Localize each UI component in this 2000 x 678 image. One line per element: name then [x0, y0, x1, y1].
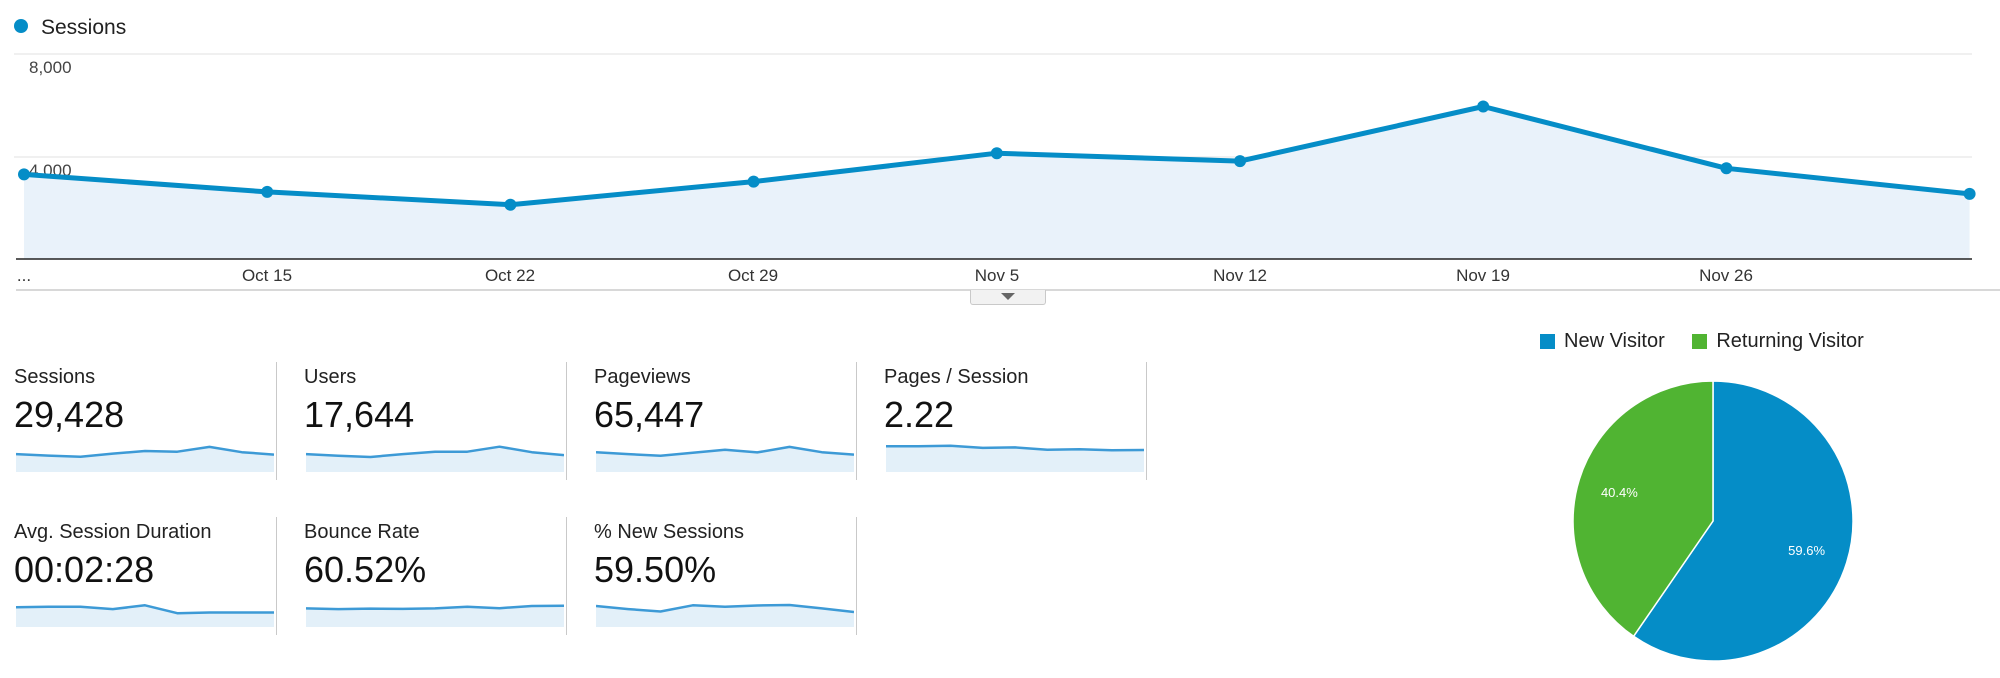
metric-avg-session-duration[interactable]: Avg. Session Duration 00:02:28 [0, 517, 277, 635]
sparkline-area [306, 446, 564, 472]
metric-pageviews[interactable]: Pageviews 65,447 [580, 362, 857, 480]
sessions-legend-dot [14, 19, 28, 33]
metric-label: Users [304, 366, 357, 388]
sparkline-trend [596, 445, 854, 458]
x-tick-label: Nov 26 [1699, 266, 1753, 285]
x-tick-label: ... [17, 266, 31, 285]
pageviews-sparkline [596, 445, 854, 472]
returning-visitor-swatch [1692, 334, 1708, 349]
sparkline-area [16, 446, 274, 472]
sparkline-trend [886, 444, 1144, 452]
sparkline-area [886, 445, 1144, 472]
new-visitor-slice[interactable] [1632, 380, 1854, 662]
metric-value: 00:02:28 [14, 549, 155, 590]
sessions-sparkline [16, 445, 274, 472]
sessions-points [18, 100, 1976, 211]
x-tick-label: Nov 5 [975, 266, 1019, 285]
expand-chart-toggle[interactable] [970, 290, 1046, 305]
legend-item-returning-visitor[interactable]: Returning Visitor [1692, 330, 1864, 353]
sessions-data-point[interactable] [1963, 187, 1976, 200]
metric-value: 2.22 [884, 394, 955, 435]
new-sessions-sparkline [596, 603, 854, 627]
x-tick-label: Nov 19 [1456, 266, 1510, 285]
x-tick-label: Oct 22 [485, 266, 535, 285]
sessions-area [24, 106, 1970, 259]
sparkline-area [16, 605, 274, 627]
visitor-type-pie-chart: 59.6% 40.4% [1572, 380, 1854, 662]
sessions-line-chart: Sessions 8,000 4,000 ... Oct 15 Oct 22 O… [14, 16, 2000, 291]
sessions-data-point[interactable] [261, 185, 274, 198]
bounce-rate-sparkline [306, 604, 564, 627]
metric-label: Bounce Rate [304, 521, 420, 543]
x-axis-labels: ... Oct 15 Oct 22 Oct 29 Nov 5 Nov 12 No… [17, 266, 1753, 285]
sparkline-trend [596, 603, 854, 614]
new-visitor-swatch [1540, 334, 1555, 349]
sparkline-area [596, 605, 854, 627]
legend-item-new-visitor[interactable]: New Visitor [1540, 330, 1665, 353]
metric-value: 60.52% [304, 549, 427, 590]
metric-new-sessions[interactable]: % New Sessions 59.50% [580, 517, 857, 635]
sessions-data-point[interactable] [18, 168, 30, 181]
metric-label: Avg. Session Duration [14, 521, 212, 543]
metric-pages-per-session[interactable]: Pages / Session 2.22 [870, 362, 1147, 480]
pie-slices: 59.6% 40.4% [1572, 380, 1854, 662]
legend-label: Returning Visitor [1716, 330, 1864, 352]
metric-bounce-rate[interactable]: Bounce Rate 60.52% [290, 517, 567, 635]
users-sparkline [306, 445, 564, 472]
sparkline-trend [306, 445, 564, 459]
sparkline-trend [16, 604, 274, 615]
pie-slice-label: 59.6% [1788, 543, 1825, 558]
sessions-data-point[interactable] [1720, 162, 1733, 175]
metric-value: 17,644 [304, 394, 415, 435]
sessions-data-point[interactable] [1234, 155, 1246, 168]
sparkline-trend [306, 604, 564, 611]
legend-label: New Visitor [1564, 330, 1665, 352]
sparkline-area [306, 605, 564, 627]
returning-visitor-slice[interactable] [1572, 380, 1714, 638]
sessions-legend-label: Sessions [41, 16, 126, 39]
sessions-data-point[interactable] [504, 198, 517, 211]
sparkline-area [596, 446, 854, 472]
sessions-data-point[interactable] [747, 175, 760, 188]
metric-label: Pageviews [594, 366, 691, 388]
x-tick-label: Nov 12 [1213, 266, 1267, 285]
x-tick-label: Oct 15 [242, 266, 292, 285]
x-tick-label: Oct 29 [728, 266, 778, 285]
sessions-data-point[interactable] [1477, 100, 1490, 113]
metric-label: % New Sessions [594, 521, 745, 543]
chart-legend[interactable]: Sessions [14, 16, 126, 39]
avg-session-duration-sparkline [16, 604, 274, 627]
chevron-down-icon [1001, 293, 1015, 300]
metric-sessions[interactable]: Sessions 29,428 [0, 362, 277, 480]
pie-slice-label: 40.4% [1601, 485, 1638, 500]
pages-per-session-sparkline [886, 444, 1144, 472]
metric-value: 65,447 [594, 394, 705, 435]
y-tick-label: 8,000 [29, 58, 72, 77]
metric-value: 59.50% [594, 549, 717, 590]
metric-users[interactable]: Users 17,644 [290, 362, 567, 480]
metric-label: Pages / Session [884, 366, 1029, 388]
metric-value: 29,428 [14, 394, 125, 435]
sessions-data-point[interactable] [990, 147, 1003, 160]
metric-label: Sessions [14, 366, 96, 388]
sparkline-trend [16, 445, 274, 459]
pie-legend: New Visitor Returning Visitor [1540, 330, 1886, 355]
